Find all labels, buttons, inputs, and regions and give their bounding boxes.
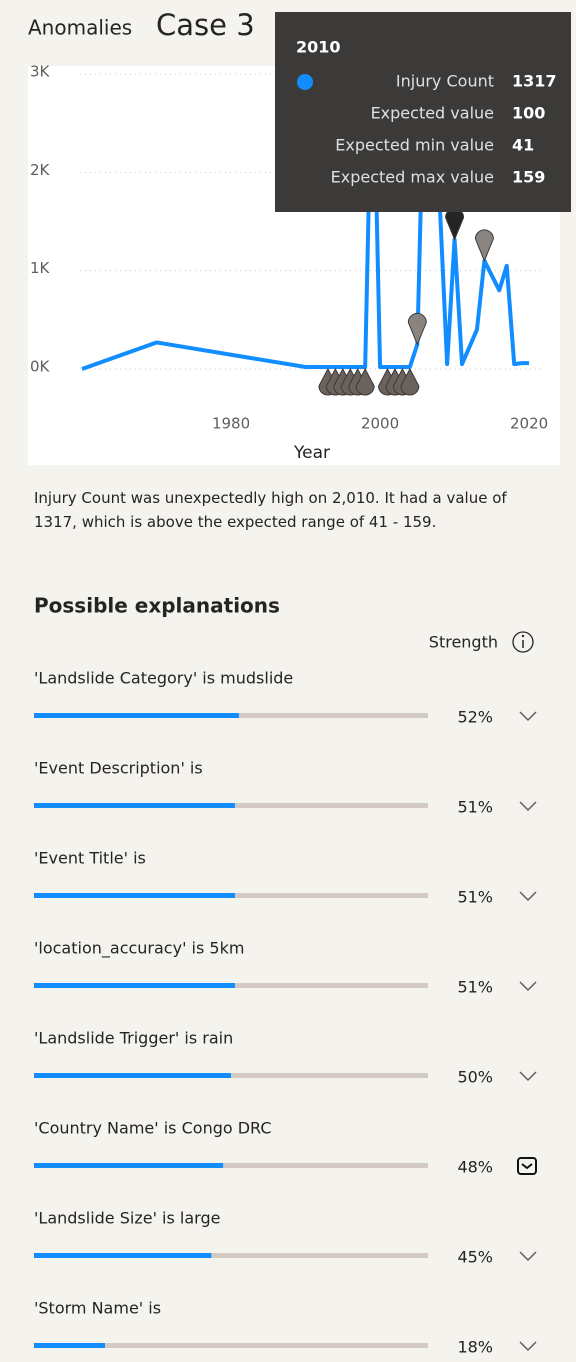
strength-label: 52% <box>457 708 493 727</box>
strength-bar <box>34 1343 105 1348</box>
tooltip-value: 41 <box>512 136 534 155</box>
tooltip-label: Expected min value <box>335 136 494 155</box>
x-tick-label: 1980 <box>212 415 250 433</box>
select-icon-check <box>521 1163 533 1170</box>
tooltip: 2010 Injury Count 1317 Expected value 100 Exp… <box>275 12 571 212</box>
tooltip-title: 2010 <box>296 38 341 57</box>
title: Anomalies <box>28 16 132 40</box>
y-tick-label: 3K <box>30 63 51 81</box>
explanation-label: 'Event Title' is <box>34 849 146 868</box>
tooltip-label: Expected max value <box>331 168 494 187</box>
explanation-label: 'Event Description' is <box>34 759 203 778</box>
expand-chevron[interactable] <box>519 891 537 902</box>
info-icon <box>512 631 534 653</box>
case-title: Case 3 <box>156 8 255 42</box>
explanation-label: 'Landslide Size' is large <box>34 1209 220 1228</box>
explanation-label: 'Landslide Category' is mudslide <box>34 669 293 688</box>
x-tick-label: 2020 <box>510 415 548 433</box>
y-tick-label: 2K <box>30 161 51 179</box>
explanations: Possible explanations Strength 'Landslide … <box>34 594 537 1357</box>
description: Injury Count was unexpectedly high on 2,… <box>34 489 507 531</box>
strength-label: 48% <box>457 1158 493 1177</box>
anomaly-marker <box>355 367 375 396</box>
strength-bar <box>34 893 235 898</box>
anomaly-marker <box>407 312 427 346</box>
expand-chevron[interactable] <box>519 1071 537 1082</box>
strength-label: 50% <box>457 1068 493 1087</box>
strength-label: 51% <box>457 798 493 817</box>
info-icon-dot <box>521 634 525 638</box>
strength-bar <box>34 1073 231 1078</box>
y-tick-label: 0K <box>30 358 51 376</box>
strength-track <box>34 1253 428 1258</box>
tooltip-label: Expected value <box>371 104 494 123</box>
anomaly-marker <box>400 367 420 396</box>
expand-chevron[interactable] <box>519 1341 537 1352</box>
tooltip-value: 1317 <box>512 72 557 91</box>
strength-label: 18% <box>457 1338 493 1357</box>
line-chart: 0K 1K 2K 3K 1980 2000 2020 Year <box>30 22 548 463</box>
tooltip-value: 159 <box>512 168 545 187</box>
tooltip-swatch <box>297 74 313 90</box>
strength-bar <box>34 983 235 988</box>
strength-track <box>34 1163 428 1168</box>
section-title: Possible explanations <box>34 594 280 618</box>
explanation-label: 'Country Name' is Congo DRC <box>34 1119 272 1138</box>
strength-bar <box>34 1253 212 1258</box>
explanation-label: 'location_accuracy' is 5km <box>34 939 244 959</box>
strength-bar <box>34 713 239 718</box>
select-icon <box>517 1157 537 1175</box>
tooltip-box <box>275 12 571 212</box>
explanation-label: 'Storm Name' is <box>34 1299 161 1318</box>
expand-chevron[interactable] <box>519 981 537 992</box>
x-tick-label: 2000 <box>361 415 399 433</box>
strength-label: Strength <box>429 633 498 652</box>
x-axis-label: Year <box>293 443 330 463</box>
y-tick-label: 1K <box>30 259 51 277</box>
tooltip-value: 100 <box>512 104 545 123</box>
expand-chevron[interactable] <box>519 1251 537 1262</box>
tooltip-label: Injury Count <box>396 72 494 91</box>
expand-chevron[interactable] <box>519 711 537 722</box>
expand-chevron[interactable] <box>519 801 537 812</box>
strength-bar <box>34 803 235 808</box>
explanation-label: 'Landslide Trigger' is rain <box>34 1029 233 1048</box>
strength-label: 51% <box>457 978 493 997</box>
strength-label: 51% <box>457 888 493 907</box>
anomaly-marker <box>474 229 494 263</box>
strength-bar <box>34 1163 224 1168</box>
strength-track <box>34 1343 428 1348</box>
strength-label: 45% <box>457 1248 493 1267</box>
